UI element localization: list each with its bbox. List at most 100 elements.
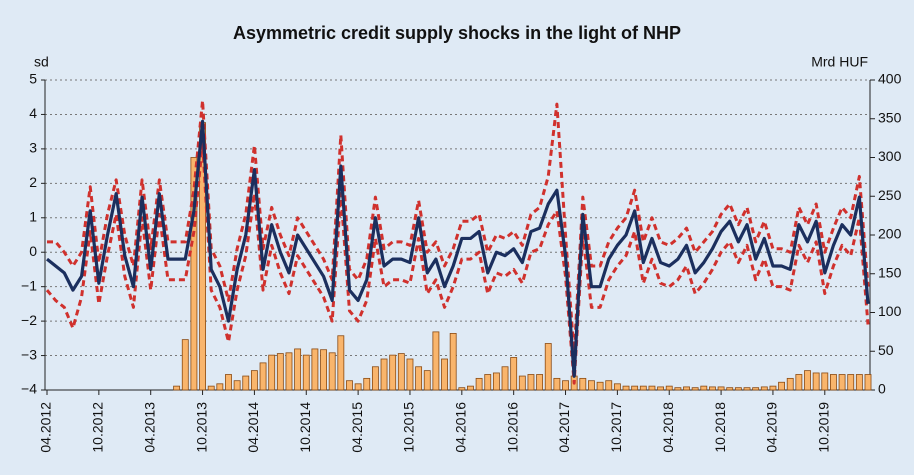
x-tick-label: 10.2015 [401,402,417,453]
bar [294,348,302,391]
bar [786,377,794,391]
bar [709,386,716,391]
x-tick-label: 10.2012 [90,402,106,453]
bar [769,385,777,391]
bar [449,333,457,391]
x-tick-label: 10.2018 [712,402,728,453]
bar [320,349,327,391]
x-tick-label: 04.2013 [141,402,157,453]
bar [397,353,405,391]
bar [726,387,734,391]
x-tick-label: 04.2012 [38,402,54,453]
line [46,119,870,378]
y-tick-label: 5 [29,71,37,87]
bar [536,374,544,391]
bar [363,377,371,391]
y2-tick-label: 300 [878,148,902,164]
bar [518,375,526,391]
bar [371,366,379,391]
bar [700,385,708,391]
bar [683,386,690,391]
x-tick-label: 10.2016 [504,402,520,453]
bar [423,370,431,391]
x-tick-label: 04.2014 [245,402,261,453]
y-tick-label: −4 [21,381,37,397]
bar [225,374,232,391]
bar [346,380,353,391]
y-tick-label: 0 [29,243,37,259]
x-tick-label: 10.2013 [193,402,209,453]
bar [501,366,509,391]
bar [190,157,198,391]
bar [717,386,725,391]
bar [812,372,820,391]
y2-tick-label: 250 [878,187,902,203]
y2-axis-label: Mrd HUF [811,54,868,70]
y2-tick-label: 150 [878,264,902,280]
x-tick-label: 04.2015 [349,402,365,453]
bar [553,377,561,391]
x-tick-label: 04.2019 [764,402,780,453]
bar [276,353,284,391]
bar [752,387,760,391]
bar [674,387,682,391]
bar [233,380,241,391]
bar [804,370,811,391]
bar [242,375,250,391]
y2-tick-label: 200 [878,226,902,242]
x-tick-label: 04.2017 [556,402,572,453]
bar [605,380,613,391]
bar [596,381,604,391]
y2-tick-label: 0 [878,381,886,397]
bar [734,387,742,391]
bar [562,380,569,391]
y-axis-label: sd [34,54,49,70]
bar [492,372,500,391]
bar [579,377,587,391]
bar [173,385,181,391]
y-tick-label: −1 [21,277,37,293]
bar [207,385,215,391]
bar [311,348,319,391]
y-tick-label: 1 [29,208,37,224]
x-tick-label: 10.2017 [608,402,624,453]
bar [847,374,855,391]
y-tick-label: −2 [21,312,37,328]
bar [613,383,621,391]
y-tick-label: 3 [29,140,37,156]
bar [250,370,258,391]
x-tick-label: 10.2014 [297,402,313,453]
bar [432,331,440,391]
bar [588,380,595,391]
bar [778,381,786,391]
bar [622,385,630,391]
bar [657,386,665,391]
bar [830,374,837,391]
bar [795,374,803,391]
bar [415,366,423,391]
x-tick-label: 04.2018 [660,402,676,453]
bar [337,335,345,391]
bar [467,385,474,391]
bar [760,386,768,391]
bar [855,374,863,391]
bar [181,339,189,391]
bar [648,385,656,391]
y2-tick-label: 350 [878,109,902,125]
bar [639,385,647,391]
bar [544,343,552,391]
bar [380,358,388,391]
bar [216,383,224,391]
bar [631,385,639,391]
bar [354,383,362,391]
bar [864,374,872,391]
y-tick-label: 4 [29,105,37,121]
y2-tick-label: 50 [878,342,894,358]
bar [441,358,448,391]
bar [268,354,276,391]
bar [259,362,267,391]
bar [665,385,673,391]
bar [328,352,336,391]
bar [821,372,829,391]
